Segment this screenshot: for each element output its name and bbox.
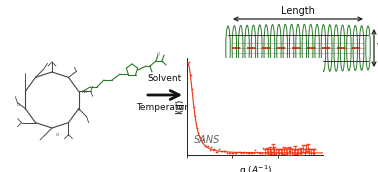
Point (253, 149, 259, 152)
Point (263, 150, 270, 153)
Point (208, 146, 214, 149)
Text: O: O (156, 52, 160, 56)
Point (298, 150, 304, 153)
Point (242, 151, 248, 154)
Point (240, 152, 246, 154)
Point (271, 149, 277, 152)
Point (245, 152, 251, 154)
Point (308, 152, 314, 154)
Point (256, 152, 262, 154)
Point (243, 152, 249, 154)
Point (186, 61, 192, 64)
Point (278, 151, 284, 154)
Point (273, 152, 279, 154)
Point (194, 127, 200, 129)
Point (248, 152, 254, 154)
Text: Solvent: Solvent (148, 74, 182, 83)
Point (260, 147, 266, 149)
Point (211, 147, 217, 150)
Text: Width: Width (377, 43, 378, 53)
Point (281, 149, 287, 152)
Point (224, 152, 230, 154)
Point (265, 151, 271, 154)
Point (222, 150, 228, 152)
Point (198, 141, 204, 143)
Point (214, 151, 220, 154)
Point (267, 149, 273, 152)
Point (219, 150, 225, 153)
Point (189, 87, 195, 90)
Point (246, 151, 252, 154)
Point (295, 152, 301, 154)
Point (311, 152, 317, 154)
Point (197, 136, 203, 139)
Point (262, 152, 268, 154)
Point (226, 152, 232, 154)
Point (305, 146, 311, 149)
Point (292, 149, 298, 151)
Point (259, 152, 265, 154)
Point (235, 151, 241, 154)
Point (206, 149, 212, 152)
Text: NH: NH (82, 90, 88, 94)
Point (254, 151, 260, 153)
Point (303, 147, 309, 150)
Text: Length: Length (281, 6, 315, 16)
Point (203, 144, 209, 147)
Text: O: O (17, 103, 20, 107)
X-axis label: q ($A^{-1}$): q ($A^{-1}$) (239, 164, 272, 172)
Point (300, 147, 306, 150)
Y-axis label: I(q): I(q) (175, 99, 184, 114)
Point (249, 152, 255, 154)
Text: O: O (149, 75, 152, 79)
Point (289, 151, 295, 154)
Point (302, 152, 308, 154)
Point (205, 145, 211, 147)
Text: SANS: SANS (194, 135, 220, 145)
Point (218, 149, 224, 152)
Point (234, 152, 240, 154)
Point (310, 152, 316, 154)
Point (257, 152, 263, 154)
Point (276, 152, 282, 154)
Text: Temperature: Temperature (136, 103, 194, 112)
Point (283, 150, 289, 153)
Point (238, 152, 244, 154)
Point (200, 138, 206, 141)
Point (202, 145, 208, 147)
Point (290, 152, 296, 154)
Point (216, 148, 222, 151)
Point (286, 150, 292, 152)
Point (275, 151, 281, 154)
Point (191, 105, 197, 108)
Point (306, 152, 312, 154)
Point (187, 73, 194, 76)
Point (230, 152, 236, 154)
Point (221, 149, 227, 152)
Point (237, 151, 243, 153)
Point (227, 152, 233, 154)
Point (279, 152, 285, 154)
Point (232, 152, 238, 154)
Point (297, 152, 303, 154)
Point (268, 152, 274, 154)
Point (210, 148, 216, 151)
Point (270, 147, 276, 149)
Point (195, 131, 201, 134)
Point (284, 152, 290, 154)
Point (287, 150, 293, 153)
Point (192, 114, 198, 117)
Text: 2: 2 (78, 108, 81, 112)
Point (229, 152, 235, 154)
Text: O: O (55, 133, 59, 137)
Point (213, 150, 219, 153)
Point (294, 152, 300, 154)
Point (251, 152, 257, 154)
